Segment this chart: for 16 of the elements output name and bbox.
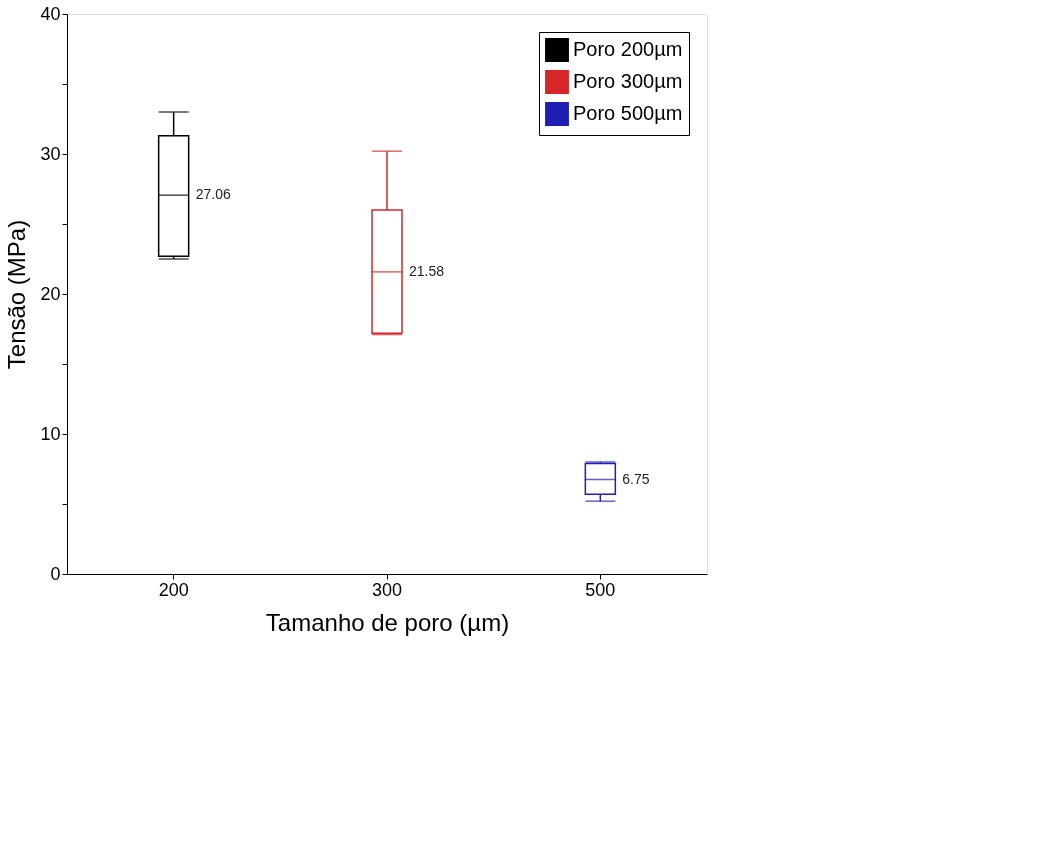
annotation: 27.06 bbox=[195, 186, 231, 203]
annotation: 6.75 bbox=[622, 470, 650, 487]
legend-label: Poro 300µm bbox=[573, 70, 683, 92]
y-tick-label: 10 bbox=[40, 423, 61, 444]
x-tick-label: 300 bbox=[371, 579, 403, 600]
y-tick-label: 30 bbox=[40, 143, 61, 164]
x-tick-label: 500 bbox=[585, 579, 616, 600]
y-tick-label: 0 bbox=[50, 563, 61, 584]
legend-label: Poro 500µm bbox=[573, 102, 683, 124]
annotation: 21.58 bbox=[409, 262, 445, 279]
y-axis-title: Tensão (MPa) bbox=[3, 219, 31, 370]
y-tick-label: 40 bbox=[40, 3, 61, 24]
y-tick-label: 20 bbox=[40, 283, 61, 304]
legend-label: Poro 200µm bbox=[573, 38, 683, 60]
x-axis-title: Tamanho de poro (µm) bbox=[265, 608, 510, 636]
x-tick-label: 200 bbox=[158, 579, 189, 600]
